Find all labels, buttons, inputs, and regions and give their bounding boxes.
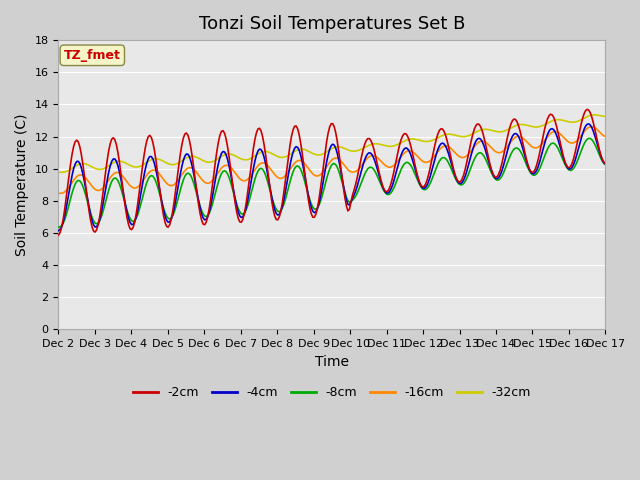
X-axis label: Time: Time — [315, 355, 349, 369]
Y-axis label: Soil Temperature (C): Soil Temperature (C) — [15, 113, 29, 256]
Text: TZ_fmet: TZ_fmet — [64, 49, 121, 62]
Title: Tonzi Soil Temperatures Set B: Tonzi Soil Temperatures Set B — [199, 15, 465, 33]
Legend: -2cm, -4cm, -8cm, -16cm, -32cm: -2cm, -4cm, -8cm, -16cm, -32cm — [128, 381, 536, 404]
